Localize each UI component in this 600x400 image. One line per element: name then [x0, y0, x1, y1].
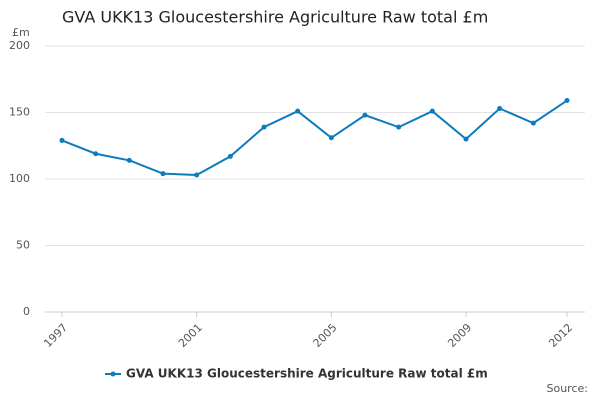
data-point — [59, 137, 65, 143]
y-tick-label: 0 — [23, 305, 30, 318]
y-tick-label: 50 — [16, 239, 30, 252]
data-point — [362, 112, 368, 118]
y-axis-unit: £m — [12, 26, 30, 39]
x-tick-label: 2012 — [546, 321, 575, 350]
data-point — [530, 120, 536, 126]
y-tick-label: 150 — [9, 106, 30, 119]
data-point — [497, 106, 503, 112]
legend-marker — [110, 371, 116, 377]
data-point — [328, 135, 334, 141]
source-label: Source: — [547, 382, 589, 395]
data-point — [396, 124, 402, 130]
data-point — [227, 153, 233, 159]
chart-title: GVA UKK13 Gloucestershire Agriculture Ra… — [62, 8, 488, 27]
data-point — [429, 108, 435, 114]
data-point — [564, 98, 570, 104]
data-point — [93, 151, 99, 157]
y-tick-label: 200 — [9, 39, 30, 52]
data-point — [261, 124, 267, 130]
legend-label: GVA UKK13 Gloucestershire Agriculture Ra… — [126, 367, 488, 381]
x-tick-label: 2001 — [176, 321, 205, 350]
x-tick-label: 1997 — [41, 321, 70, 350]
data-point — [160, 171, 166, 177]
data-point — [194, 172, 200, 178]
y-tick-label: 100 — [9, 172, 30, 185]
data-point — [295, 108, 301, 114]
data-point — [463, 136, 469, 142]
x-tick-label: 2009 — [445, 321, 474, 350]
data-line — [61, 99, 568, 177]
data-point — [126, 157, 132, 163]
x-tick-label: 2005 — [311, 321, 340, 350]
